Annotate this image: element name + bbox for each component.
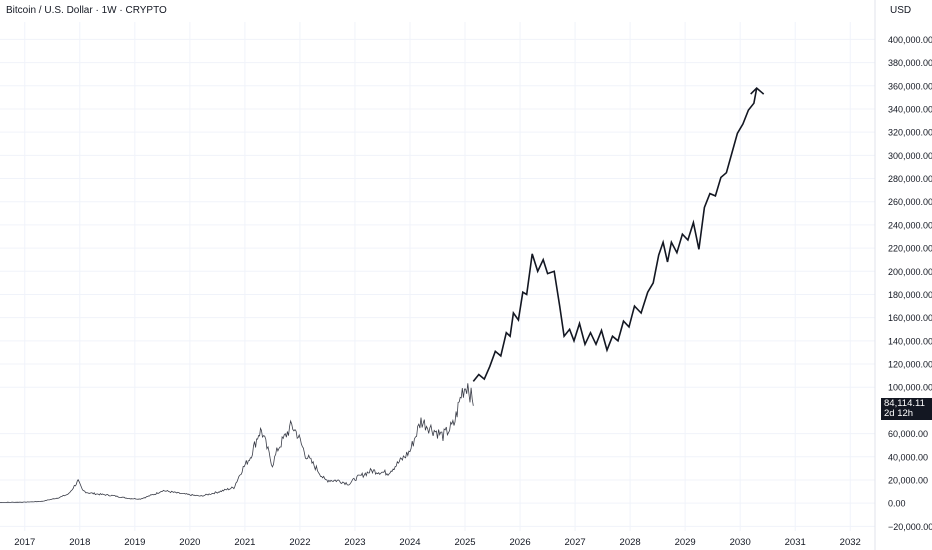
y-tick-label: 160,000.00 <box>888 313 932 323</box>
chart-title: Bitcoin / U.S. Dollar · 1W · CRYPTO <box>6 5 167 16</box>
series-group <box>0 86 765 504</box>
y-tick-label: 280,000.00 <box>888 174 932 184</box>
x-tick-label: 2020 <box>179 537 200 548</box>
y-tick-label: 400,000.00 <box>888 35 932 45</box>
y-tick-label: −20,000.00 <box>888 522 932 532</box>
y-tick-label: 40,000.00 <box>888 452 928 462</box>
y-tick-label: 240,000.00 <box>888 220 932 230</box>
y-tick-label: 220,000.00 <box>888 244 932 254</box>
x-tick-label: 2019 <box>124 537 145 548</box>
last-price: 84,114.11 <box>884 398 925 409</box>
y-axis: −20,000.00 0.00 20,000.00 40,000.00 60,000.0… <box>888 35 932 532</box>
x-tick-label: 2031 <box>785 537 806 548</box>
projection-arrowhead <box>750 86 765 95</box>
x-tick-label: 2024 <box>399 537 420 548</box>
projection-line <box>472 87 758 382</box>
x-tick-label: 2021 <box>234 537 255 548</box>
y-tick-label: 0.00 <box>888 499 906 509</box>
y-tick-label: 180,000.00 <box>888 290 932 300</box>
x-tick-label: 2023 <box>344 537 365 548</box>
y-tick-label: 360,000.00 <box>888 81 932 91</box>
bar-countdown: 2d 12h <box>884 408 914 419</box>
x-tick-label: 2028 <box>620 537 641 548</box>
historical-price-line <box>0 383 474 504</box>
y-tick-label: 200,000.00 <box>888 267 932 277</box>
y-tick-label: 120,000.00 <box>888 360 932 370</box>
y-tick-label: 320,000.00 <box>888 128 932 138</box>
x-tick-label: 2032 <box>840 537 861 548</box>
x-tick-label: 2018 <box>69 537 90 548</box>
last-price-badge: 84,114.11 2d 12h <box>881 398 932 420</box>
x-axis: 2017 2018 2019 2020 2021 2022 2023 2024 2025 2026… <box>14 537 861 548</box>
x-tick-label: 2017 <box>14 537 35 548</box>
x-tick-label: 2027 <box>565 537 586 548</box>
y-tick-label: 300,000.00 <box>888 151 932 161</box>
x-tick-label: 2030 <box>730 537 751 548</box>
y-tick-label: 340,000.00 <box>888 104 932 114</box>
x-tick-label: 2022 <box>289 537 310 548</box>
y-tick-label: 100,000.00 <box>888 383 932 393</box>
x-tick-label: 2029 <box>675 537 696 548</box>
currency-label: USD <box>890 5 912 16</box>
y-tick-label: 20,000.00 <box>888 475 928 485</box>
y-tick-label: 260,000.00 <box>888 197 932 207</box>
y-tick-label: 380,000.00 <box>888 58 932 68</box>
y-tick-label: 140,000.00 <box>888 336 932 346</box>
y-tick-label: 60,000.00 <box>888 429 928 439</box>
x-tick-label: 2025 <box>454 537 475 548</box>
x-tick-label: 2026 <box>509 537 530 548</box>
grid <box>0 0 876 550</box>
